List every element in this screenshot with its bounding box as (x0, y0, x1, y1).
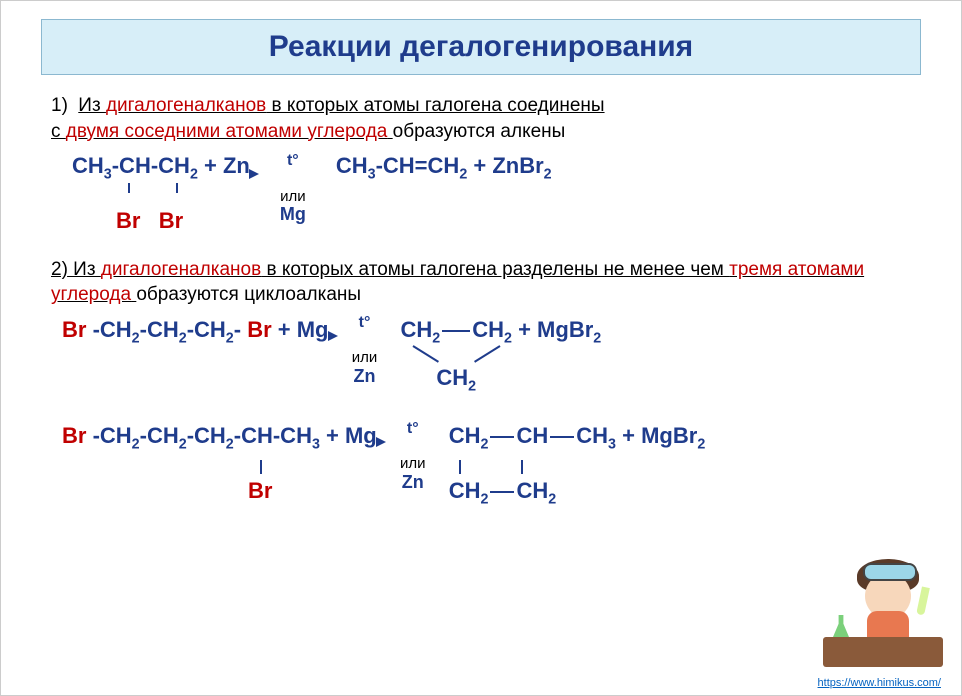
equation-3: Br -CH2-CH2-CH2-CH-CH3 + Mg Br t° или Zn… (61, 422, 911, 509)
source-link[interactable]: https://www.himikus.com/ (818, 677, 941, 689)
content: 1) Из дигалогеналканов в которых атомы г… (1, 75, 961, 509)
section1-intro: 1) Из дигалогеналканов в которых атомы г… (51, 93, 911, 144)
equation-1: CH3-CH-CH2 + Zn Br Br t° или Mg (71, 152, 911, 234)
equation-2: Br -CH2-CH2-CH2- Br + Mg t° или Zn CH2CH… (61, 316, 911, 396)
section1-number: 1) (51, 93, 73, 119)
section1-line1: Из дигалогеналканов в которых атомы гало… (78, 95, 604, 116)
mascot-illustration (823, 557, 943, 667)
title-bar: Реакции дегалогенирования (41, 19, 921, 75)
page-title: Реакции дегалогенирования (42, 30, 920, 64)
section1-line2: с двумя соседними атомами углерода (51, 121, 393, 142)
section2-intro: 2) Из дигалогеналканов в которых атомы г… (51, 257, 911, 308)
